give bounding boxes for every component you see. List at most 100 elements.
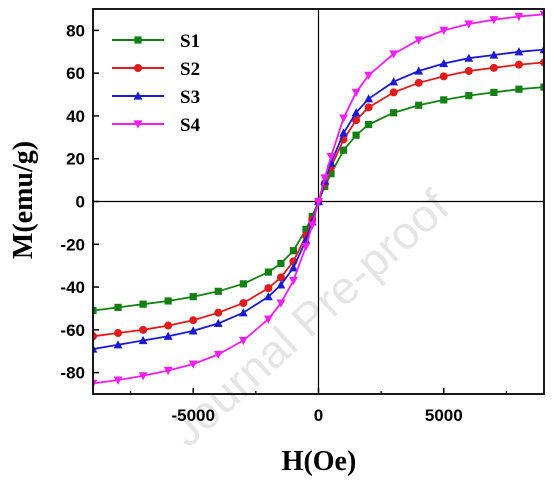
data-point-s3 (539, 45, 544, 54)
y-tick-label: 40 (66, 107, 85, 126)
data-point-s1 (415, 101, 423, 109)
y-tick-label: -80 (60, 364, 85, 383)
data-point-s2 (489, 63, 498, 72)
y-tick-label: 80 (66, 21, 85, 40)
data-point-s2 (276, 273, 285, 282)
data-point-s4 (320, 174, 330, 183)
data-point-s4 (339, 114, 348, 123)
data-point-s2 (214, 308, 223, 317)
data-point-s3 (113, 340, 123, 349)
data-point-s1 (390, 109, 398, 117)
y-axis-title: M(emu/g) (8, 141, 39, 259)
data-point-s3 (339, 128, 348, 137)
data-point-s3 (263, 292, 273, 301)
data-point-s4 (464, 20, 474, 29)
axes-layer: -80 -60 -40 -20 0 20 40 60 80 -5000 0 5000 (60, 8, 545, 425)
data-point-s4 (263, 315, 273, 324)
data-point-s2 (164, 321, 173, 330)
data-point-s3 (188, 326, 198, 335)
y-tick-label: -20 (60, 235, 85, 254)
data-point-s3 (93, 344, 98, 353)
data-point-s2 (114, 329, 123, 338)
data-point-s2 (389, 88, 398, 97)
data-point-s3 (364, 94, 374, 103)
series-s4 (93, 10, 544, 388)
data-point-s4 (351, 88, 361, 98)
data-point-s2 (93, 332, 97, 341)
data-point-s4 (314, 197, 323, 207)
data-point-s1 (365, 120, 373, 129)
data-point-s1 (139, 300, 147, 308)
data-point-s2 (540, 58, 544, 67)
data-point-s2 (514, 60, 523, 69)
data-point-s4 (138, 372, 148, 381)
data-point-s1 (339, 146, 348, 154)
data-point-s1 (302, 225, 310, 233)
data-point-s4 (514, 12, 524, 22)
data-point-s4 (289, 277, 298, 286)
legend-marker (134, 64, 142, 72)
legend: S1 S2 S3 S4 (112, 31, 201, 136)
data-point-s3 (276, 280, 286, 289)
data-point-s4 (439, 26, 449, 35)
data-point-s4 (238, 336, 248, 346)
data-point-s1 (515, 85, 523, 93)
data-point-s2 (139, 325, 148, 334)
y-tick-label: 0 (76, 193, 85, 212)
data-point-s3 (514, 47, 524, 56)
legend-marker (134, 36, 142, 44)
data-point-s1 (327, 170, 335, 178)
data-point-s1 (189, 293, 197, 301)
data-point-s4 (301, 242, 311, 252)
data-point-s1 (114, 303, 122, 311)
data-point-s1 (264, 268, 272, 276)
data-point-s1 (490, 88, 498, 97)
data-point-s3 (351, 108, 361, 117)
data-point-s2 (352, 116, 361, 125)
data-point-s4 (489, 16, 499, 25)
data-point-s1 (164, 297, 172, 305)
data-point-s2 (439, 72, 448, 81)
legend-label: S3 (180, 87, 200, 108)
data-point-s3 (213, 318, 223, 328)
data-point-s3 (389, 77, 399, 86)
data-point-s3 (464, 53, 474, 62)
data-point-s4 (188, 360, 198, 369)
x-tick-label: 5000 (425, 406, 463, 425)
legend-entry-s2: S2 (112, 59, 200, 80)
data-point-s1 (93, 306, 97, 315)
data-point-s4 (113, 376, 123, 385)
data-point-s2 (189, 316, 198, 325)
data-point-s4 (364, 71, 374, 80)
data-point-s3 (238, 308, 248, 317)
legend-label: S2 (180, 59, 200, 80)
y-tick-label: -60 (60, 321, 85, 340)
data-point-s1 (465, 92, 473, 100)
legend-marker (133, 91, 143, 100)
data-point-s2 (364, 103, 373, 112)
data-point-s4 (163, 366, 173, 376)
data-point-s4 (93, 379, 98, 388)
data-point-s4 (414, 36, 424, 45)
data-point-s3 (289, 263, 298, 272)
x-tick-label: -5000 (171, 406, 214, 425)
data-point-s3 (439, 58, 449, 68)
data-point-s4 (326, 152, 336, 162)
data-point-s4 (276, 299, 286, 308)
data-point-s4 (213, 350, 223, 360)
data-point-s1 (352, 131, 360, 139)
legend-label: S1 (180, 31, 200, 52)
data-point-s4 (389, 50, 399, 59)
y-tick-label: 60 (66, 64, 85, 83)
data-point-s1 (540, 83, 544, 91)
legend-label: S4 (180, 115, 201, 136)
legend-entry-s4: S4 (112, 115, 201, 136)
x-tick-label: 0 (314, 406, 323, 425)
data-point-s4 (307, 221, 317, 230)
data-point-s4 (539, 10, 544, 19)
data-point-s1 (214, 287, 222, 295)
data-point-s1 (289, 247, 298, 255)
data-point-s3 (163, 331, 173, 340)
data-point-s1 (277, 259, 285, 268)
